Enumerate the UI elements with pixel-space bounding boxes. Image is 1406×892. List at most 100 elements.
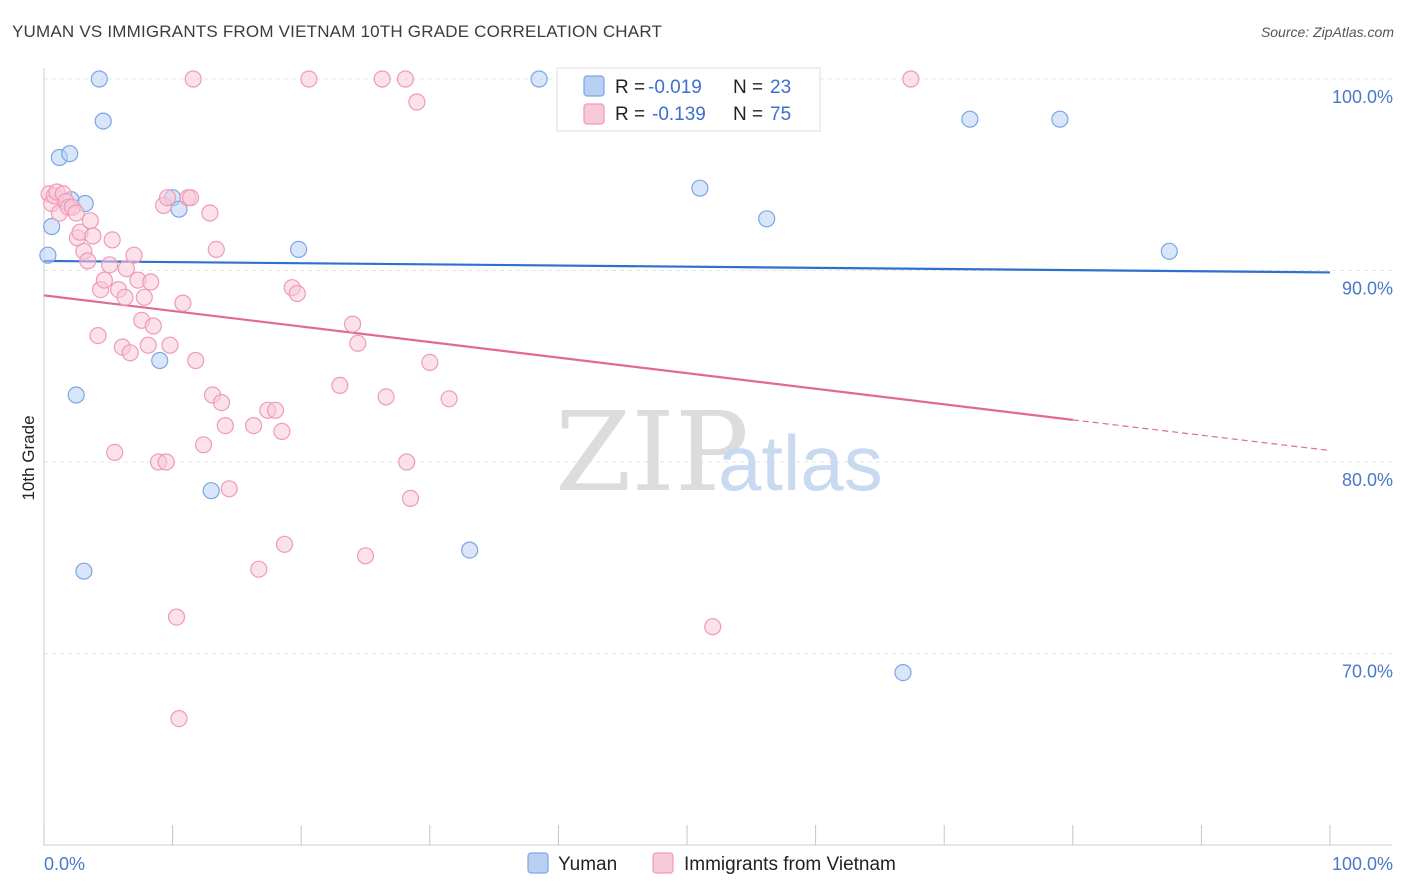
yuman-point bbox=[461, 541, 479, 559]
vietnam-point bbox=[216, 417, 234, 435]
vietnam-point bbox=[182, 189, 200, 207]
x-tick-label-min: 0.0% bbox=[44, 854, 85, 874]
series-legend-swatch-yuman bbox=[527, 852, 549, 874]
vietnam-point bbox=[187, 351, 205, 370]
vietnam-trend-line bbox=[43, 294, 1073, 421]
yuman-point bbox=[94, 112, 112, 130]
vietnam-trend-extension bbox=[1072, 419, 1331, 452]
vietnam-point bbox=[157, 453, 175, 471]
vietnam-point bbox=[117, 260, 135, 278]
vietnam-point bbox=[396, 70, 414, 88]
series-legend-swatch-vietnam bbox=[652, 852, 674, 874]
watermark-atlas: atlas bbox=[718, 419, 883, 507]
vietnam-point bbox=[81, 212, 99, 230]
vietnam-point bbox=[106, 443, 124, 461]
legend-n-value-yuman: 23 bbox=[770, 77, 791, 98]
vietnam-point bbox=[704, 618, 722, 636]
vietnam-point bbox=[440, 390, 458, 408]
vietnam-point bbox=[158, 189, 177, 207]
watermark-zip: ZIP bbox=[555, 388, 749, 516]
vietnam-point bbox=[331, 376, 349, 394]
vietnam-point bbox=[300, 70, 318, 88]
vietnam-point bbox=[266, 401, 285, 419]
yuman-point bbox=[151, 351, 169, 370]
vietnam-point bbox=[377, 388, 395, 406]
series-legend-label-yuman: Yuman bbox=[558, 854, 617, 875]
legend-r-label-yuman: R = bbox=[615, 77, 645, 98]
vietnam-point bbox=[201, 204, 219, 222]
y-axis-label: 10th Grade bbox=[19, 415, 38, 500]
vietnam-point bbox=[116, 288, 134, 306]
data-points bbox=[39, 70, 1178, 728]
vietnam-point bbox=[174, 294, 192, 312]
yuman-point bbox=[758, 210, 776, 228]
legend-r-value-yuman: -0.019 bbox=[648, 77, 702, 98]
vietnam-point bbox=[79, 252, 97, 270]
legend-swatch-yuman bbox=[583, 75, 605, 97]
yuman-point bbox=[290, 240, 308, 258]
vietnam-point bbox=[421, 353, 439, 371]
vietnam-point bbox=[349, 334, 367, 352]
y-tick-label-70: 70.0% bbox=[1342, 662, 1393, 682]
vietnam-point bbox=[273, 422, 291, 440]
vietnam-point bbox=[373, 70, 391, 88]
x-tick-label-max: 100.0% bbox=[1332, 854, 1393, 874]
vietnam-point bbox=[275, 535, 294, 553]
vietnam-point bbox=[67, 204, 85, 222]
vietnam-point bbox=[161, 336, 179, 354]
vietnam-point bbox=[212, 394, 231, 412]
legend-n-label-vietnam: N = bbox=[733, 104, 763, 125]
vietnam-point bbox=[84, 227, 102, 245]
vietnam-point bbox=[207, 240, 225, 258]
y-tick-label-80: 80.0% bbox=[1342, 470, 1393, 490]
yuman-point bbox=[961, 110, 979, 128]
vietnam-point bbox=[288, 284, 306, 303]
vietnam-point bbox=[89, 327, 107, 345]
legend-r-value-vietnam: -0.139 bbox=[652, 104, 706, 125]
vietnam-point bbox=[135, 288, 153, 306]
yuman-point bbox=[75, 562, 93, 580]
x-tick-labels: 0.0% 100.0% bbox=[44, 854, 1393, 874]
vietnam-point bbox=[121, 344, 139, 362]
vietnam-point bbox=[194, 436, 213, 454]
series-legend-label-vietnam: Immigrants from Vietnam bbox=[684, 854, 896, 875]
stats-legend: R = -0.019 N = 23 R = -0.139 N = 75 bbox=[556, 67, 821, 132]
yuman-point bbox=[894, 663, 912, 682]
vietnam-point bbox=[245, 417, 263, 435]
vietnam-point bbox=[170, 709, 188, 728]
vietnam-point bbox=[356, 547, 375, 565]
yuman-point bbox=[530, 70, 548, 88]
series-points-0 bbox=[39, 70, 1178, 682]
y-tick-labels: 70.0% 80.0% 90.0% 100.0% bbox=[1332, 87, 1393, 682]
yuman-trend-line bbox=[43, 259, 1331, 274]
vietnam-point bbox=[401, 489, 420, 507]
yuman-point bbox=[90, 70, 108, 88]
trend-lines bbox=[43, 259, 1331, 452]
yuman-point bbox=[43, 217, 61, 236]
vietnam-point bbox=[100, 256, 119, 274]
legend-swatch-vietnam bbox=[583, 103, 605, 125]
vietnam-point bbox=[167, 608, 186, 626]
yuman-point bbox=[202, 482, 220, 500]
vietnam-point bbox=[95, 271, 114, 289]
vietnam-point bbox=[184, 70, 202, 88]
y-tick-label-100: 100.0% bbox=[1332, 87, 1393, 107]
series-legend: Yuman Immigrants from Vietnam bbox=[527, 852, 896, 875]
vietnam-point bbox=[408, 93, 426, 111]
yuman-point bbox=[39, 246, 57, 264]
yuman-point bbox=[61, 145, 79, 163]
vietnam-point bbox=[902, 70, 920, 88]
source-label: Source: ZipAtlas.com bbox=[1260, 24, 1394, 40]
legend-n-label-yuman: N = bbox=[733, 77, 763, 98]
vietnam-point bbox=[344, 315, 362, 333]
vietnam-point bbox=[139, 336, 157, 354]
vietnam-point bbox=[142, 273, 160, 291]
legend-n-value-vietnam: 75 bbox=[770, 104, 791, 125]
vietnam-point bbox=[398, 453, 416, 471]
chart-title: YUMAN VS IMMIGRANTS FROM VIETNAM 10TH GR… bbox=[12, 22, 663, 41]
vietnam-point bbox=[220, 480, 238, 498]
yuman-point bbox=[67, 386, 85, 404]
yuman-point bbox=[691, 179, 709, 197]
legend-r-label-vietnam: R = bbox=[615, 104, 645, 125]
